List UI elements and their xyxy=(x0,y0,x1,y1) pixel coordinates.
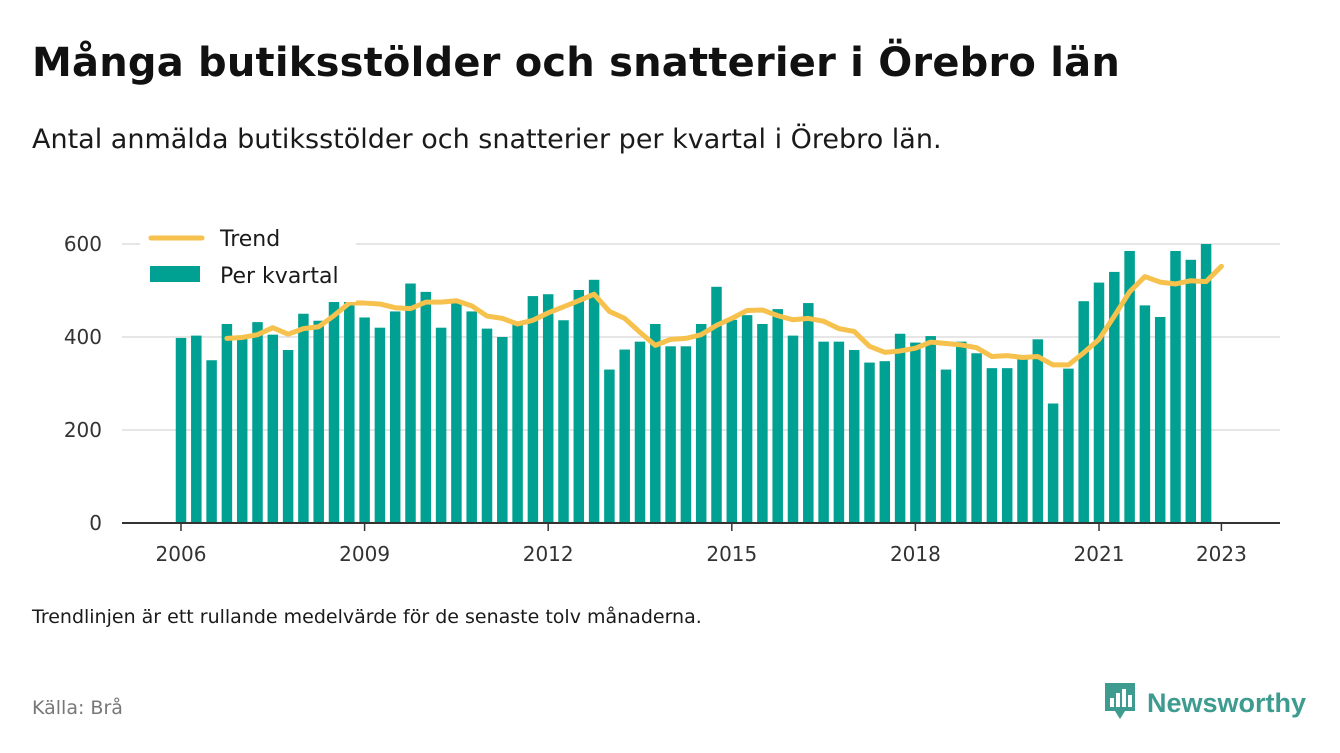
bar xyxy=(512,323,523,523)
legend: Trend Per kvartal xyxy=(140,222,356,302)
bar xyxy=(497,337,508,523)
x-tick-label: 2015 xyxy=(706,542,757,566)
bar xyxy=(344,285,355,523)
bar xyxy=(267,334,279,523)
bar xyxy=(772,309,783,523)
x-axis-labels: 2006 2009 2012 2015 2018 2021 2023 xyxy=(156,523,1247,566)
bar xyxy=(726,319,738,523)
bar xyxy=(1109,271,1120,523)
bar xyxy=(1200,244,1212,523)
newsworthy-logo-icon xyxy=(1103,681,1137,725)
bar xyxy=(1154,317,1166,523)
bar xyxy=(221,323,233,523)
bar xyxy=(481,328,493,523)
x-tick-label: 2006 xyxy=(156,542,207,566)
bar-series xyxy=(175,244,1212,524)
y-tick-label: 0 xyxy=(89,511,102,535)
bar xyxy=(451,302,462,524)
bar xyxy=(1078,301,1089,523)
bar xyxy=(650,323,661,523)
bar xyxy=(206,360,217,523)
bar xyxy=(894,333,906,523)
bar xyxy=(236,337,248,523)
bar xyxy=(604,369,615,523)
bar xyxy=(833,341,845,523)
bar xyxy=(588,279,600,523)
bar xyxy=(374,327,386,523)
bar xyxy=(910,342,921,523)
x-tick-label: 2012 xyxy=(523,542,574,566)
y-axis-labels: 0 200 400 600 xyxy=(64,232,102,535)
bar xyxy=(803,303,814,523)
bar xyxy=(1170,250,1181,524)
bar xyxy=(466,311,477,523)
bar xyxy=(1124,250,1135,524)
bar xyxy=(695,323,707,523)
bar xyxy=(1185,259,1197,523)
bar xyxy=(741,315,753,523)
bar xyxy=(757,323,768,523)
bar xyxy=(435,327,447,523)
legend-bar-swatch xyxy=(150,266,200,282)
bar xyxy=(359,317,370,523)
bar xyxy=(619,349,630,523)
chart-title: Många butiksstölder och snatterier i Öre… xyxy=(32,40,1121,86)
bar xyxy=(389,311,401,523)
bar xyxy=(711,286,722,523)
bar xyxy=(282,350,294,523)
x-tick-label: 2009 xyxy=(339,542,390,566)
bar xyxy=(879,361,891,523)
bar xyxy=(971,353,982,523)
x-tick-label: 2018 xyxy=(890,542,941,566)
bar xyxy=(1032,339,1044,523)
bar xyxy=(1093,282,1105,523)
bar xyxy=(680,346,692,523)
bar xyxy=(328,297,340,523)
bar xyxy=(405,283,416,523)
y-tick-label: 400 xyxy=(64,325,102,349)
legend-background xyxy=(140,222,356,302)
bar xyxy=(558,320,569,523)
bar xyxy=(527,296,539,523)
bar xyxy=(787,335,799,523)
brand-name: Newsworthy xyxy=(1147,687,1307,718)
bar xyxy=(1017,357,1028,523)
footnote: Trendlinjen är ett rullande medelvärde f… xyxy=(32,606,702,628)
bar xyxy=(191,335,202,523)
bar xyxy=(940,369,952,523)
brand-logo[interactable]: Newsworthy xyxy=(1103,683,1306,723)
x-tick-label: 2023 xyxy=(1196,542,1247,566)
chart-subtitle: Antal anmälda butiksstölder och snatteri… xyxy=(32,124,942,155)
bar xyxy=(1063,368,1074,523)
legend-trend-label: Trend xyxy=(219,227,280,252)
bar xyxy=(925,336,936,523)
y-tick-label: 600 xyxy=(64,232,102,256)
bar xyxy=(1047,403,1059,523)
bar xyxy=(313,320,324,523)
x-tick-label: 2021 xyxy=(1074,542,1125,566)
bar xyxy=(864,362,875,523)
bar xyxy=(1139,305,1151,523)
bar xyxy=(175,337,187,523)
bar xyxy=(542,294,554,523)
bar xyxy=(986,368,998,523)
bar xyxy=(573,290,585,523)
trend-line xyxy=(224,263,1224,368)
bar xyxy=(956,341,967,523)
bar xyxy=(665,346,676,523)
bar xyxy=(420,291,432,523)
bar xyxy=(252,322,263,523)
legend-bar-label: Per kvartal xyxy=(220,264,339,289)
y-tick-label: 200 xyxy=(64,418,102,442)
source-label: Källa: Brå xyxy=(32,697,123,719)
bar xyxy=(1001,368,1013,523)
bar xyxy=(818,341,829,523)
bar xyxy=(634,341,646,523)
bar xyxy=(848,350,860,523)
bar xyxy=(298,313,309,523)
